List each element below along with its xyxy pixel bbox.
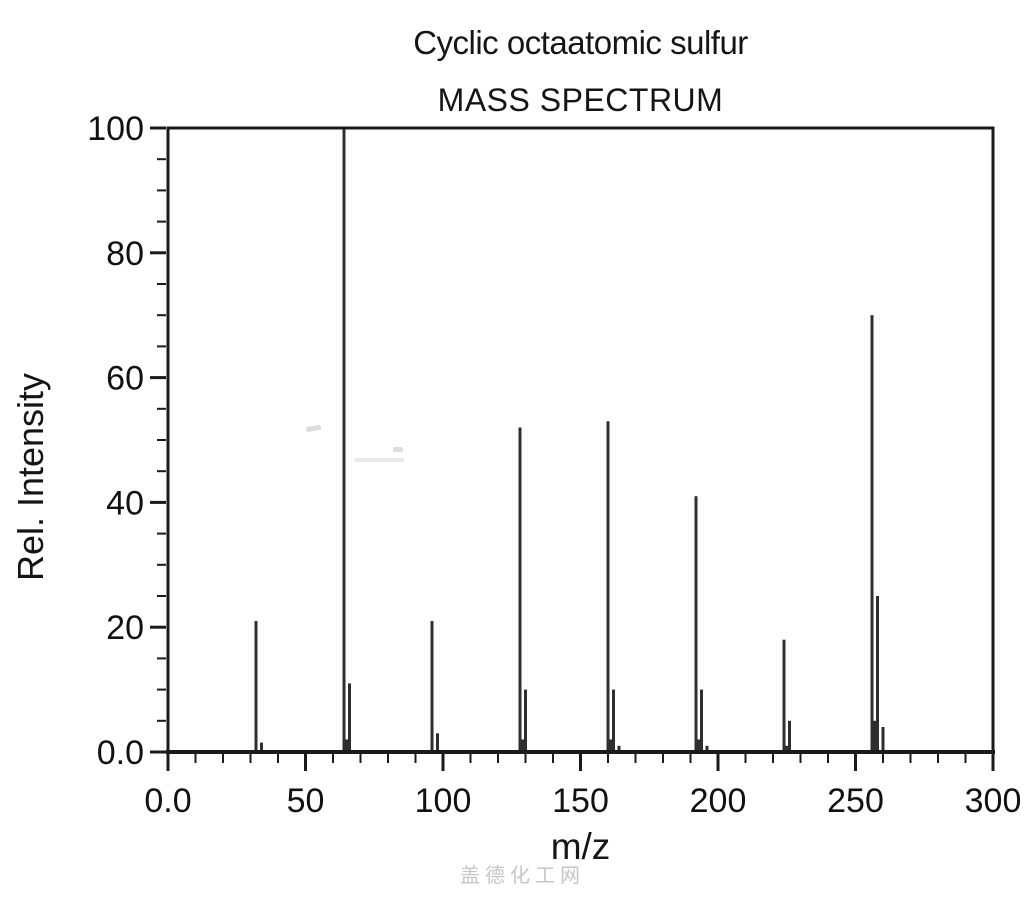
x-tick-label: 50: [287, 782, 325, 820]
peak-mz-164: [617, 745, 621, 752]
peak-mz-258: [876, 596, 879, 752]
peak-mz-160: [606, 421, 610, 752]
peak-mz-162: [612, 689, 615, 752]
peak-mz-128: [518, 427, 522, 752]
x-tick-label: 300: [965, 782, 1022, 820]
x-tick-label: 200: [690, 782, 747, 820]
peak-mz-257: [873, 720, 877, 752]
peak-mz-196: [705, 745, 709, 752]
y-tick-label: 20: [106, 609, 144, 647]
x-tick-label: 0.0: [144, 782, 191, 820]
x-tick-label: 250: [827, 782, 884, 820]
y-tick-label: 100: [87, 110, 144, 148]
peak-mz-34: [260, 742, 263, 752]
y-tick-label: 40: [106, 484, 144, 522]
peak-mz-66: [348, 683, 351, 752]
peak-mz-65: [345, 739, 349, 752]
peak-mz-129: [521, 739, 525, 752]
y-tick-label: 0.0: [97, 734, 144, 772]
peak-mz-226: [788, 720, 791, 752]
watermark-text: 盖德化工网: [460, 865, 585, 887]
x-tick-label: 100: [415, 782, 472, 820]
erased-watermark-smudge: [393, 447, 403, 452]
peak-mz-96: [430, 621, 434, 752]
peak-mz-193: [697, 739, 701, 752]
peak-mz-64: [342, 128, 346, 752]
y-tick-label: 80: [106, 235, 144, 273]
peak-mz-192: [694, 496, 698, 752]
peak-mz-161: [609, 739, 613, 752]
x-tick-label: 150: [552, 782, 609, 820]
peak-mz-224: [782, 639, 786, 752]
plot-frame: [166, 126, 995, 754]
erased-watermark-smudge: [354, 458, 404, 462]
y-tick-label: 60: [106, 360, 144, 398]
figure-title: Cyclic octaatomic sulfur: [413, 24, 748, 61]
peak-mz-225: [785, 745, 789, 752]
peak-mz-98: [436, 733, 439, 752]
peak-mz-130: [524, 689, 527, 752]
x-axis-label: m/z: [550, 826, 611, 867]
peak-mz-256: [870, 315, 874, 752]
peak-mz-32: [254, 621, 258, 752]
peak-mz-260: [881, 727, 885, 752]
peak-mz-194: [700, 689, 703, 752]
figure-subtitle: MASS SPECTRUM: [437, 82, 724, 118]
